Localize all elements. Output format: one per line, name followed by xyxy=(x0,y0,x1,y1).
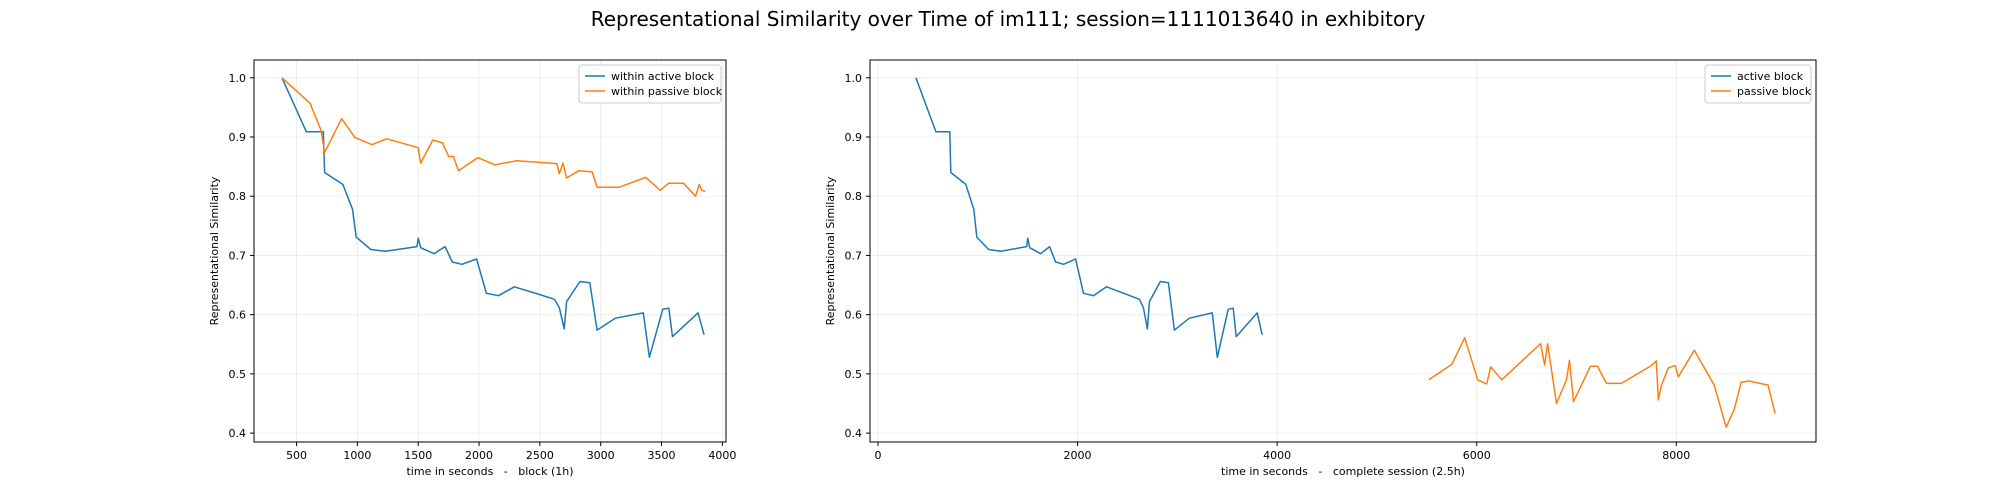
y-tick-label: 0.7 xyxy=(845,249,863,262)
legend-entry: within passive block xyxy=(611,85,723,98)
y-tick-label: 0.4 xyxy=(845,427,863,440)
y-tick-label: 0.8 xyxy=(845,190,863,203)
y-tick-label: 0.7 xyxy=(229,249,247,262)
y-axis-label: Representational Similarity xyxy=(824,176,837,325)
figure-title: Representational Similarity over Time of… xyxy=(591,7,1426,31)
grid xyxy=(870,60,1816,442)
series-line-passive xyxy=(1428,337,1776,428)
legend: active block passive block xyxy=(1704,64,1812,104)
legend-box xyxy=(578,64,722,104)
legend-entry: passive block xyxy=(1737,85,1812,98)
x-tick-label: 2000 xyxy=(1064,449,1092,462)
x-tick-label: 500 xyxy=(286,449,307,462)
x-tick-label: 0 xyxy=(874,449,881,462)
x-tick-label: 4000 xyxy=(708,449,736,462)
x-tick-label: 2500 xyxy=(526,449,554,462)
y-tick-label: 0.9 xyxy=(229,131,247,144)
x-tick-label: 3500 xyxy=(648,449,676,462)
y-tick-label: 0.6 xyxy=(229,309,247,322)
x-tick-label: 1500 xyxy=(404,449,432,462)
x-tick-label: 4000 xyxy=(1263,449,1291,462)
y-tick-label: 0.6 xyxy=(845,309,863,322)
x-tick-label: 1000 xyxy=(343,449,371,462)
x-tick-label: 8000 xyxy=(1662,449,1690,462)
y-tick-label: 0.5 xyxy=(229,368,247,381)
left-chart-block: 500 1000 1500 2000 2500 3000 3500 4000 0.4 0.5 0.6… xyxy=(208,59,736,478)
plot-frame xyxy=(253,59,727,443)
x-tick-label: 2000 xyxy=(465,449,493,462)
legend-box xyxy=(1704,64,1812,104)
plot-frame xyxy=(869,59,1817,443)
y-tick-label: 1.0 xyxy=(229,72,247,85)
x-axis-label: time in seconds - block (1h) xyxy=(406,465,573,478)
y-tick-label: 0.5 xyxy=(845,368,863,381)
series-line-active xyxy=(915,77,1263,359)
right-chart-session: 0 2000 4000 6000 8000 0.4 0.5 0.6 0.7 0.8 0.9 1.0 ti… xyxy=(824,59,1817,478)
x-tick-label: 3000 xyxy=(587,449,615,462)
series-line-passive xyxy=(281,77,706,197)
grid xyxy=(254,60,726,442)
series-line-active xyxy=(281,77,705,359)
legend-entry: within active block xyxy=(611,70,715,83)
legend: within active block within passive block xyxy=(578,64,723,104)
x-tick-label: 6000 xyxy=(1463,449,1491,462)
y-tick-label: 0.9 xyxy=(845,131,863,144)
y-tick-label: 0.8 xyxy=(229,190,247,203)
legend-entry: active block xyxy=(1737,70,1804,83)
x-axis-label: time in seconds - complete session (2.5h… xyxy=(1221,465,1465,478)
y-axis-label: Representational Similarity xyxy=(208,176,221,325)
y-tick-label: 1.0 xyxy=(845,72,863,85)
y-tick-label: 0.4 xyxy=(229,427,247,440)
